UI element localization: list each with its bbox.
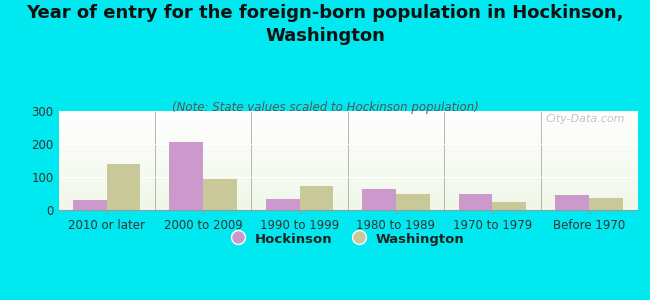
Bar [555, 195, 589, 210]
Bar [266, 199, 300, 210]
Bar [362, 189, 396, 210]
Text: City-Data.com: City-Data.com [546, 114, 625, 124]
Bar [170, 142, 203, 210]
Bar [300, 186, 333, 210]
Bar [396, 194, 430, 210]
Bar [203, 179, 237, 210]
Text: Year of entry for the foreign-born population in Hockinson,
Washington: Year of entry for the foreign-born popul… [26, 4, 624, 45]
Legend: Hockinson, Washington: Hockinson, Washington [226, 227, 470, 251]
Bar [73, 200, 107, 210]
Text: (Note: State values scaled to Hockinson population): (Note: State values scaled to Hockinson … [172, 100, 478, 113]
Bar [493, 202, 526, 210]
Bar [459, 194, 493, 210]
Bar [107, 164, 140, 210]
Bar [589, 199, 623, 210]
